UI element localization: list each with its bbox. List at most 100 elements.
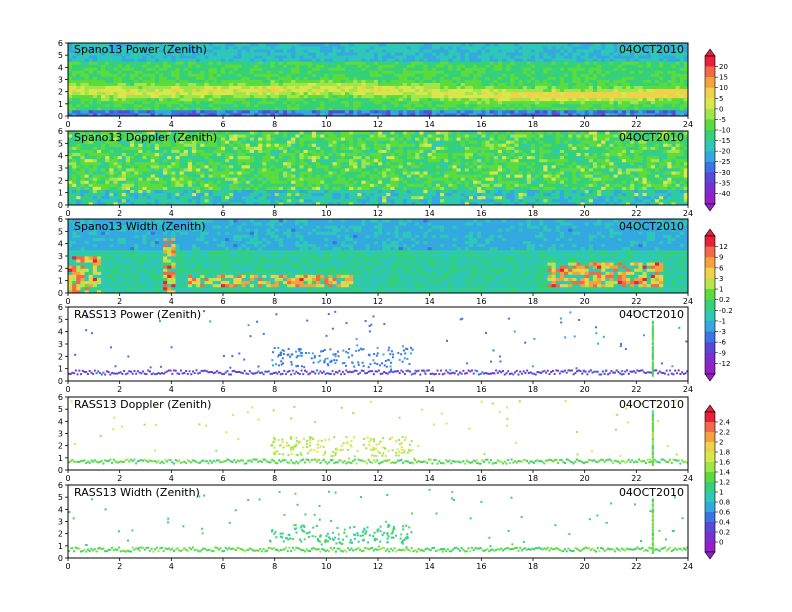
heat-cell: [241, 52, 247, 56]
heat-cell: [88, 100, 94, 105]
heat-cell: [559, 85, 565, 90]
heat-cell: [192, 152, 197, 157]
heat-cell: [163, 180, 168, 184]
heat-cell: [237, 103, 242, 108]
heat-cell: [187, 146, 193, 150]
heat-cell: [555, 97, 561, 102]
heat-cell: [344, 103, 350, 108]
heat-cell: [212, 168, 218, 172]
heat-cell: [220, 177, 226, 181]
heat-cell: [274, 106, 280, 111]
heat-cell: [344, 73, 350, 77]
heat-cell: [617, 49, 623, 53]
heat-cell: [373, 97, 379, 102]
heat-cell: [208, 152, 214, 157]
heat-cell: [456, 82, 462, 86]
heat-cell: [76, 149, 81, 153]
heat-cell: [349, 109, 354, 114]
heat-cell: [154, 155, 160, 160]
heat-cell: [84, 158, 90, 163]
heat-cell: [208, 88, 214, 93]
heat-cell: [237, 155, 242, 160]
heat-cell: [518, 43, 524, 47]
heat-cell: [216, 149, 222, 153]
heat-cell: [365, 100, 371, 105]
heat-cell: [208, 195, 214, 200]
heat-cell: [237, 174, 242, 178]
heat-cell: [282, 174, 288, 178]
heat-cell: [320, 109, 325, 114]
heat-cell: [489, 76, 495, 80]
heat-cell: [187, 67, 193, 71]
heat-cell: [332, 85, 338, 90]
heat-cell: [204, 134, 209, 138]
heat-cell: [609, 43, 614, 47]
heat-cell: [134, 177, 139, 181]
heat-cell: [580, 79, 586, 83]
heat-cell: [278, 183, 284, 187]
heat-cell: [254, 189, 259, 194]
heat-cell: [683, 88, 688, 93]
heat-cell: [287, 131, 292, 135]
heat-cell: [225, 155, 230, 160]
heat-cell: [212, 46, 218, 50]
heat-cell: [307, 79, 313, 83]
heat-cell: [406, 79, 412, 83]
heat-cell: [609, 73, 614, 77]
heat-cell: [555, 55, 561, 59]
heat-cell: [121, 137, 127, 141]
heat-cell: [535, 91, 540, 96]
heat-cell: [378, 109, 383, 114]
heat-cell: [216, 67, 222, 71]
heat-cell: [150, 58, 156, 62]
heat-cell: [101, 195, 106, 200]
heat-cell: [282, 183, 288, 187]
heat-cell: [485, 67, 490, 71]
heat-cell: [80, 70, 85, 74]
heat-cell: [117, 201, 123, 205]
heat-cell: [584, 76, 590, 80]
heat-cell: [146, 79, 152, 83]
heat-cell: [278, 76, 284, 80]
heat-cell: [287, 134, 292, 138]
heat-cell: [225, 183, 230, 187]
heat-cell: [361, 46, 366, 50]
heat-cell: [332, 70, 338, 74]
heat-cell: [262, 97, 267, 102]
heat-cell: [208, 112, 214, 116]
heat-cell: [390, 46, 395, 50]
heat-cell: [423, 76, 428, 80]
heat-cell: [406, 106, 412, 111]
heat-cell: [373, 88, 379, 93]
heat-cell: [287, 91, 292, 96]
heat-cell: [245, 94, 251, 99]
heat-cell: [307, 100, 313, 105]
heat-cell: [477, 55, 482, 59]
heat-cell: [349, 106, 354, 111]
heat-cell: [671, 67, 676, 71]
heat-cell: [638, 46, 643, 50]
x-tick-label: 6: [220, 120, 225, 129]
heat-cell: [84, 73, 90, 77]
heat-cell: [406, 52, 412, 56]
heat-cell: [154, 85, 160, 90]
heat-cell: [303, 43, 309, 47]
heat-cell: [167, 189, 172, 194]
heat-cell: [369, 76, 375, 80]
heat-cell: [502, 46, 507, 50]
heat-cell: [254, 192, 259, 197]
heat-cell: [671, 64, 676, 68]
heat-cell: [249, 94, 255, 99]
heat-cell: [175, 189, 180, 194]
heat-cell: [158, 161, 164, 166]
heat-cell: [274, 174, 280, 178]
heat-cell: [274, 152, 280, 157]
heat-cell: [295, 52, 300, 56]
heat-cell: [287, 103, 292, 108]
heat-cell: [183, 171, 189, 175]
heat-cell: [96, 67, 102, 71]
heat-cell: [522, 106, 528, 111]
heat-cell: [204, 131, 209, 135]
heat-cell: [225, 61, 230, 65]
heat-cell: [638, 106, 643, 111]
